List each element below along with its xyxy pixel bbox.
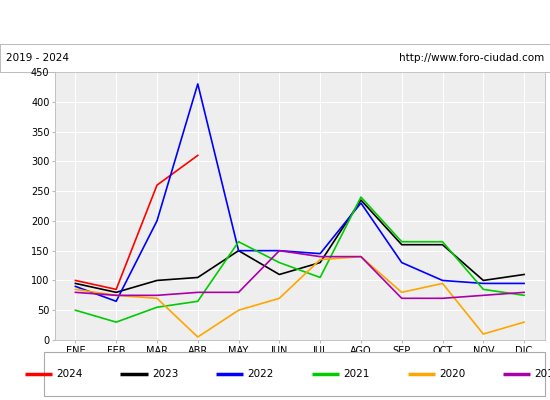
- Text: http://www.foro-ciudad.com: http://www.foro-ciudad.com: [399, 53, 544, 63]
- Text: 2023: 2023: [152, 369, 178, 379]
- Text: 2021: 2021: [343, 369, 370, 379]
- Text: Evolucion Nº Turistas Extranjeros en el municipio de Riópar: Evolucion Nº Turistas Extranjeros en el …: [78, 16, 472, 28]
- Text: 2024: 2024: [56, 369, 82, 379]
- Bar: [44, 352, 544, 396]
- Text: 2022: 2022: [248, 369, 274, 379]
- Text: 2020: 2020: [439, 369, 465, 379]
- Text: 2019: 2019: [535, 369, 550, 379]
- Text: 2019 - 2024: 2019 - 2024: [6, 53, 69, 63]
